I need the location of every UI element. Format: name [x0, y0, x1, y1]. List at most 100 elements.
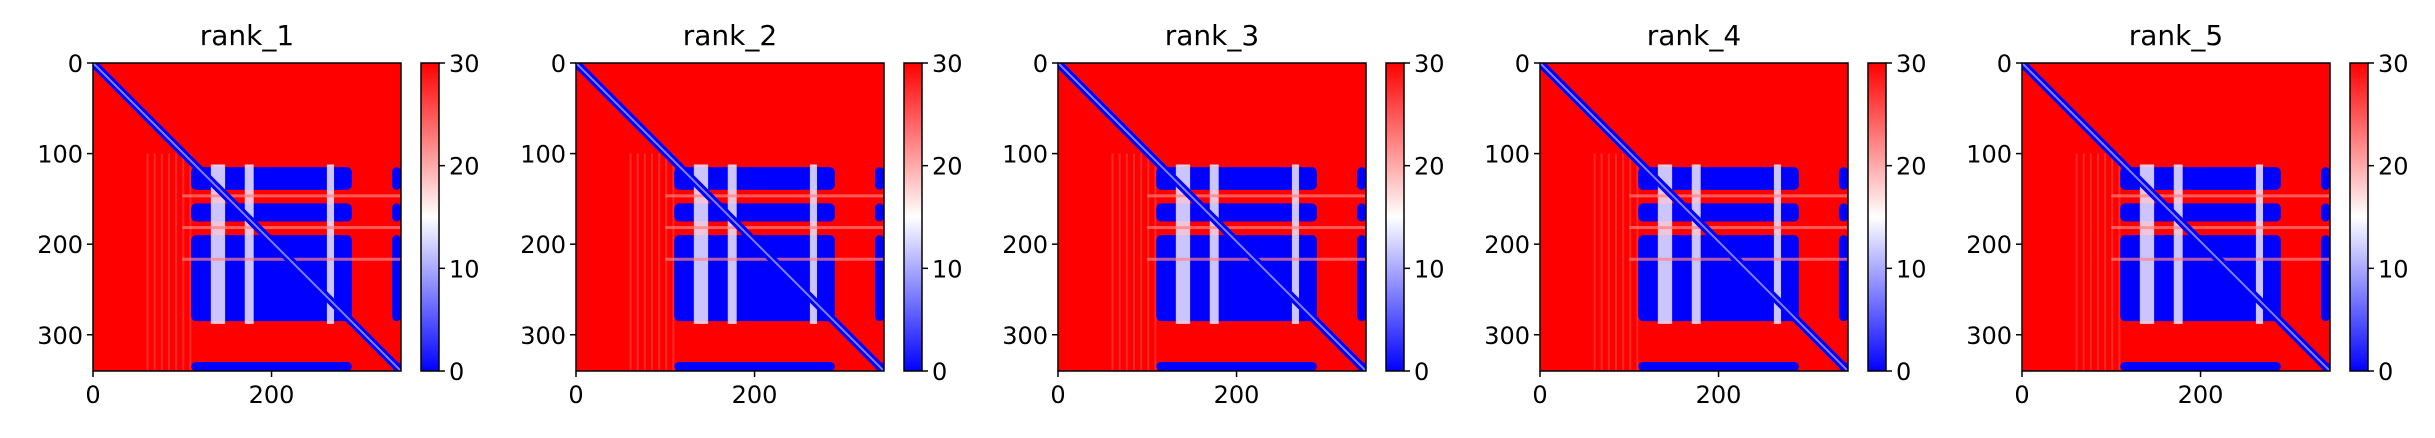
colorbar-tick-label: 0	[1414, 358, 1429, 386]
colorbar-tick-label: 10	[1896, 255, 1927, 283]
colorbar-tick-label: 10	[1414, 255, 1445, 283]
contact-block	[1357, 235, 1366, 322]
x-tick-label: 200	[1214, 381, 1260, 409]
heatmap-texture	[2089, 153, 2092, 371]
contact-block	[1357, 167, 1366, 190]
block-gap	[2139, 164, 2155, 324]
heatmap-image	[1058, 63, 1366, 371]
heatmap-streak	[1147, 226, 1366, 230]
heatmap-texture	[672, 153, 675, 371]
contact-block	[1839, 203, 1848, 222]
contact-block	[191, 361, 352, 371]
y-tick-label: 0	[1997, 50, 2012, 78]
heatmap-streak	[1629, 226, 1848, 230]
colorbar-tick-label: 0	[449, 358, 464, 386]
colorbar-tick-label: 20	[1896, 153, 1927, 181]
heatmap-panel-5: rank_5 0 100 200 300 0 200 0 10 20 30	[1966, 19, 2408, 409]
contact-block	[1638, 361, 1799, 371]
heatmap-texture	[1118, 153, 1121, 371]
contact-block	[191, 203, 352, 222]
heatmap-texture	[643, 153, 646, 371]
heatmap-texture	[1636, 153, 1639, 371]
y-tick-label: 0	[1033, 50, 1048, 78]
contact-block	[674, 167, 835, 190]
colorbar-tick-label: 30	[1896, 50, 1927, 78]
heatmap-texture	[160, 153, 163, 371]
contact-block	[1357, 203, 1366, 222]
contact-block	[392, 235, 401, 322]
contact-block	[1638, 235, 1799, 322]
axes-frame	[2021, 62, 2331, 372]
colorbar-gradient	[903, 62, 923, 372]
heatmap-texture	[2096, 153, 2099, 371]
contact-block	[1156, 167, 1317, 190]
y-tick-label: 100	[520, 141, 566, 169]
heatmap-texture	[1593, 153, 1596, 371]
contact-block	[875, 167, 884, 190]
contact-block	[1156, 203, 1317, 222]
heatmap-panel-1: rank_1 0 100 200 300 0 200 0 10 20 30	[37, 19, 479, 409]
colorbar-tick-label: 30	[449, 50, 480, 78]
heatmap-image	[576, 63, 884, 371]
heatmap-texture	[2104, 153, 2107, 371]
colorbar-gradient	[2349, 62, 2369, 372]
colorbar: 0 10 20 30	[2349, 50, 2409, 386]
heatmap-image	[1540, 63, 1848, 371]
block-gap	[1291, 164, 1300, 324]
y-tick-label: 200	[520, 231, 566, 259]
contact-block	[1638, 203, 1799, 222]
colorbar-tick-label: 30	[932, 50, 963, 78]
y-tick-label: 300	[1484, 322, 1530, 350]
colorbar-gradient	[1867, 62, 1887, 372]
contact-block	[674, 203, 835, 222]
colorbar-tick-label: 20	[449, 153, 480, 181]
contact-block	[2120, 235, 2281, 322]
y-tick-label: 100	[1484, 141, 1530, 169]
colorbar-tick-label: 30	[1414, 50, 1445, 78]
x-tick-label: 200	[2178, 381, 2224, 409]
heatmap-texture	[2111, 153, 2114, 371]
panel-title: rank_4	[1647, 19, 1741, 52]
block-gap	[1773, 164, 1782, 324]
block-gap	[2255, 164, 2264, 324]
heatmap-texture	[1629, 153, 1632, 371]
heatmap-texture	[1111, 153, 1114, 371]
heatmap-texture	[629, 153, 632, 371]
colorbar-tick-label: 20	[932, 153, 963, 181]
contact-block	[1156, 235, 1317, 322]
contact-block	[674, 235, 835, 322]
y-tick-label: 200	[1966, 231, 2012, 259]
block-gap	[1691, 164, 1701, 324]
heatmap-texture	[1125, 153, 1128, 371]
block-gap	[727, 164, 737, 324]
x-tick-label: 200	[732, 381, 778, 409]
heatmap-texture	[650, 153, 653, 371]
contact-block	[191, 167, 352, 190]
axes-frame	[1057, 62, 1367, 372]
colorbar-tick-label: 30	[2378, 50, 2409, 78]
y-tick-label: 0	[551, 50, 566, 78]
y-tick-label: 100	[1966, 141, 2012, 169]
heatmap-texture	[1614, 153, 1617, 371]
y-tick-label: 200	[1002, 231, 1048, 259]
block-gap	[2173, 164, 2183, 324]
block-gap	[244, 164, 254, 324]
y-tick-label: 100	[1002, 141, 1048, 169]
heatmap-panel-4: rank_4 0 100 200 300 0 200 0 10 20 30	[1484, 19, 1926, 409]
diagonal-core	[1058, 63, 1366, 371]
heatmap-texture	[1140, 153, 1143, 371]
block-gap	[1175, 164, 1191, 324]
heatmap-texture	[146, 153, 149, 371]
heatmap-texture	[2118, 153, 2121, 371]
colorbar-gradient	[1385, 62, 1405, 372]
axes-frame	[1539, 62, 1849, 372]
contact-block	[2120, 203, 2281, 222]
heatmap-streak	[182, 226, 401, 230]
colorbar: 0 10 20 30	[420, 50, 480, 386]
panel-title: rank_3	[1165, 19, 1259, 52]
colorbar-tick-label: 10	[449, 255, 480, 283]
contact-block	[1156, 361, 1317, 371]
diagonal-core	[1540, 63, 1848, 371]
contact-block	[2120, 361, 2281, 371]
colorbar-tick-label: 10	[2378, 255, 2409, 283]
